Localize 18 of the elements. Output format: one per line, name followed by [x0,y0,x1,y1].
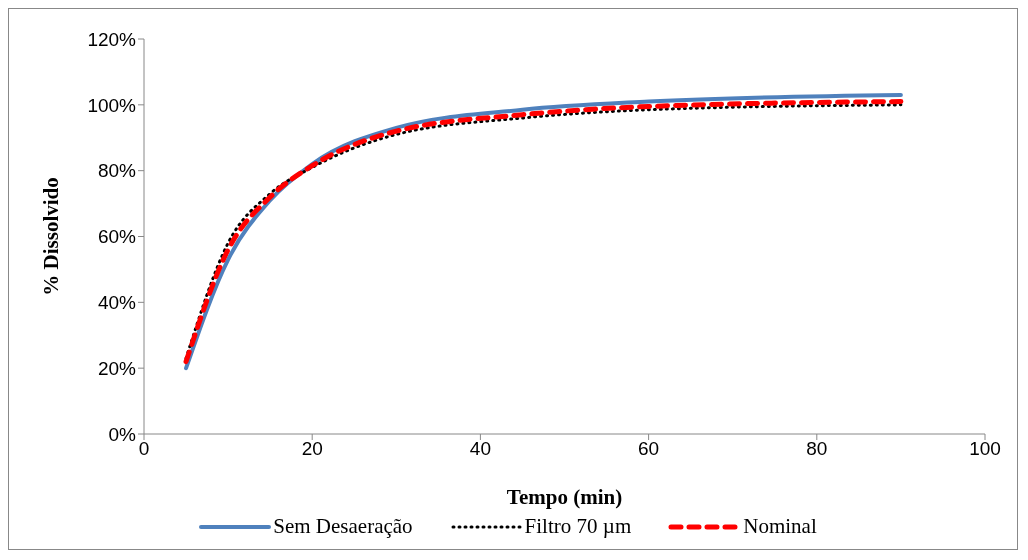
x-axis-title: Tempo (min) [506,485,623,509]
x-tick-label: 100 [969,438,1001,460]
legend-label: Nominal [743,514,817,539]
legend-label: Sem Desaeração [273,514,413,539]
x-tick-label: 40 [469,438,491,460]
y-tick-label: 60% [97,226,137,248]
y-tick-label: 120% [87,28,137,50]
y-tick-label: 20% [97,357,137,379]
y-tick-label: 80% [97,160,137,182]
y-tick-label: 0% [108,423,137,445]
x-tick-label: 0 [138,438,150,460]
legend-label: Filtro 70 µm [524,514,632,539]
y-tick-label: 100% [87,94,137,116]
y-axis-title: % Dissolvido [39,177,64,296]
x-tick-label: 60 [638,438,660,460]
x-tick-label: 80 [806,438,828,460]
y-tick-label: 40% [97,292,137,314]
x-tick-label: 20 [301,438,323,460]
